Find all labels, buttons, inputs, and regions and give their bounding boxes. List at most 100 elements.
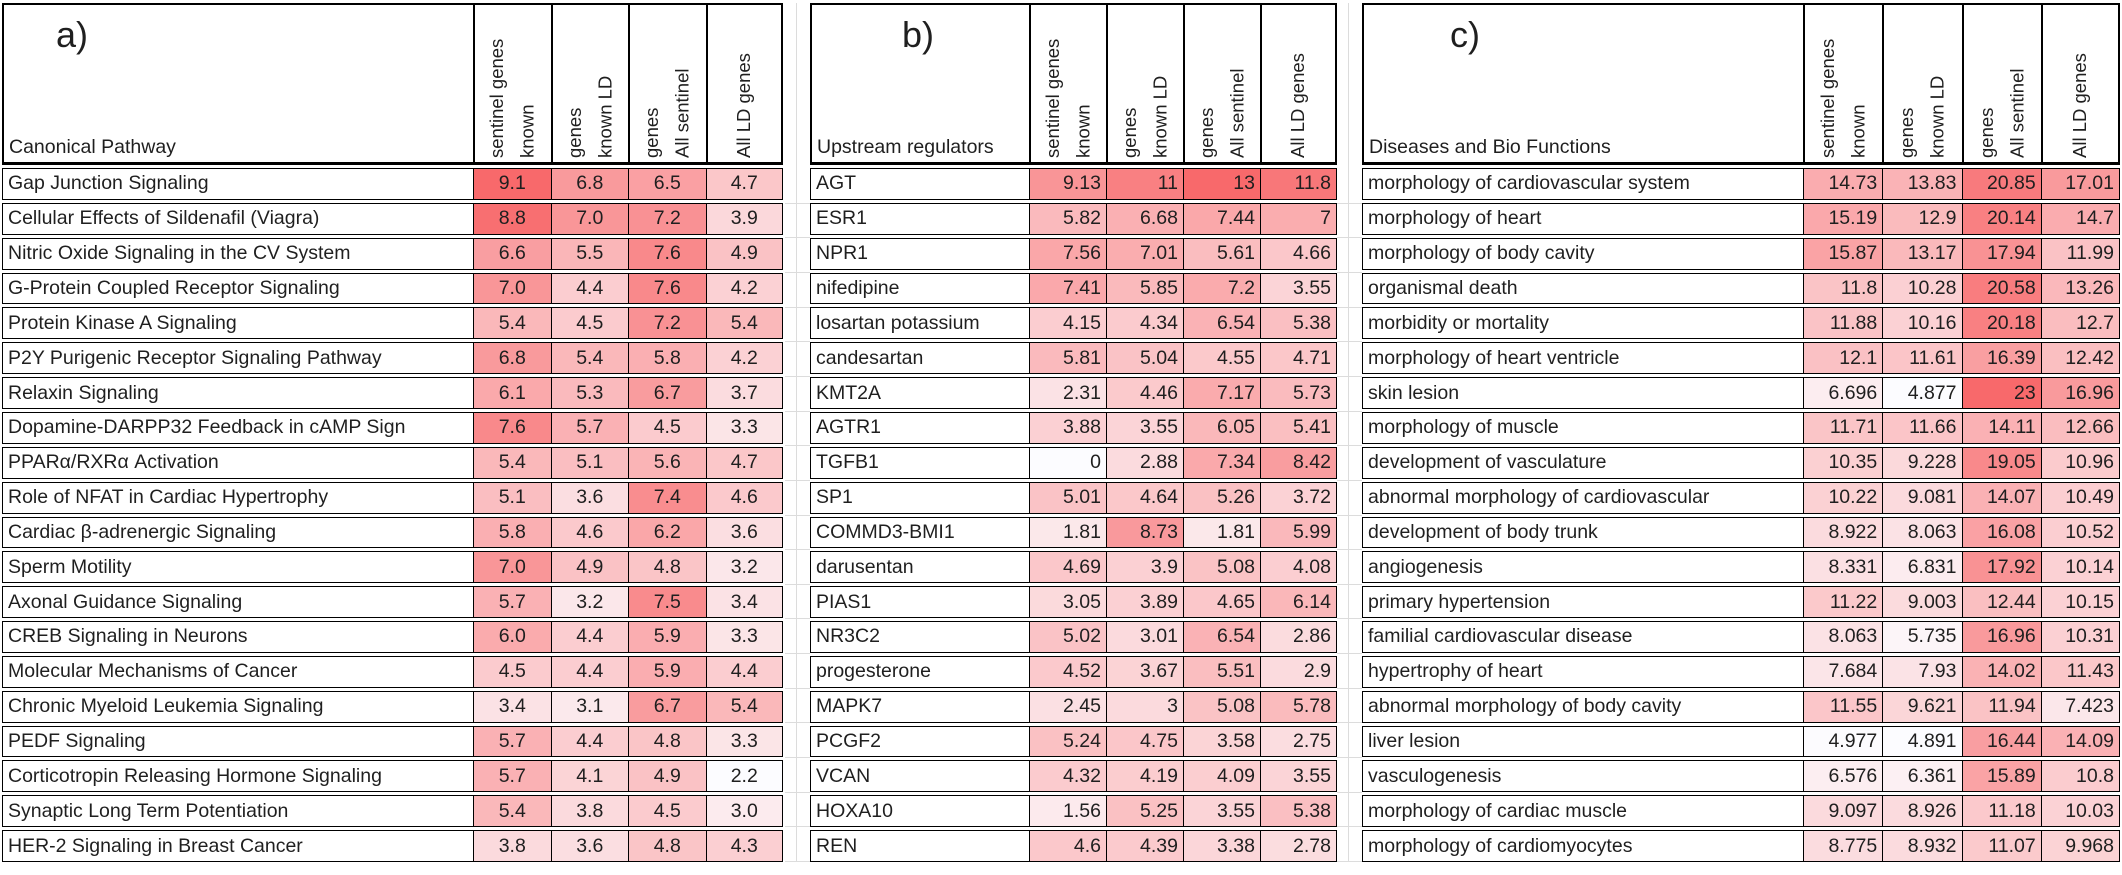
heat-cell: 4.5 xyxy=(473,655,551,688)
heat-cell: 3.55 xyxy=(1260,760,1337,793)
gridline xyxy=(1337,342,1362,377)
row-label: morphology of heart ventricle xyxy=(1362,342,1803,375)
heat-cell: 3.7 xyxy=(705,377,783,409)
gridline xyxy=(785,342,810,377)
gridline xyxy=(785,758,810,793)
heat-cell: 10.15 xyxy=(2040,586,2120,619)
gridline xyxy=(785,308,810,343)
heat-cell: 1.81 xyxy=(1183,516,1260,549)
heat-cell: 6.5 xyxy=(628,168,706,200)
heat-cell: 14.11 xyxy=(1961,411,2041,444)
gridline xyxy=(1337,412,1362,447)
heat-cell: 5.4 xyxy=(705,307,783,340)
heat-cell: 10.96 xyxy=(2040,446,2120,479)
heat-cell: 16.08 xyxy=(1961,516,2041,549)
heat-cell: 6.1 xyxy=(473,377,551,409)
row-label: Synaptic Long Term Potentiation xyxy=(2,795,473,828)
heat-cell: 7.2 xyxy=(628,307,706,340)
heat-cell: 11.07 xyxy=(1961,830,2041,862)
column-header-known-ld-genes: known LD genes xyxy=(1106,3,1183,165)
row-label: CREB Signaling in Neurons xyxy=(2,621,473,653)
heat-cell: 3.88 xyxy=(1029,411,1106,444)
heat-cell: 7.2 xyxy=(628,202,706,235)
heat-cell: 9.081 xyxy=(1882,481,1962,514)
heat-cell: 4.19 xyxy=(1106,760,1183,793)
heat-cell: 13.17 xyxy=(1882,237,1962,270)
row-label: HER-2 Signaling in Breast Cancer xyxy=(2,830,473,862)
heat-cell: 6.8 xyxy=(473,342,551,375)
heat-cell: 17.94 xyxy=(1961,237,2041,270)
panel-c-label: c) xyxy=(1450,14,1480,55)
heat-cell: 3.2 xyxy=(705,551,783,584)
row-label: VCAN xyxy=(810,760,1029,793)
heat-cell: 5.99 xyxy=(1260,516,1337,549)
heat-cell: 6.68 xyxy=(1106,202,1183,235)
heat-cell: 11.66 xyxy=(1882,411,1962,444)
row-label: NPR1 xyxy=(810,237,1029,270)
row-label: organismal death xyxy=(1362,272,1803,305)
heat-cell: 3.4 xyxy=(705,586,783,619)
heat-cell: 12.9 xyxy=(1882,202,1962,235)
heat-cell: 4.32 xyxy=(1029,760,1106,793)
heat-cell: 5.7 xyxy=(473,725,551,758)
heat-cell: 4.5 xyxy=(628,795,706,828)
heat-cell: 2.75 xyxy=(1260,725,1337,758)
gridline xyxy=(785,169,810,204)
row-label: PEDF Signaling xyxy=(2,725,473,758)
row-label: abnormal morphology of cardiovascular xyxy=(1362,481,1803,514)
heat-cell: 9.621 xyxy=(1882,690,1962,723)
heat-cell: 4.39 xyxy=(1106,830,1183,862)
heat-cell: 11.99 xyxy=(2040,237,2120,270)
row-label: TGFB1 xyxy=(810,446,1029,479)
row-label: morphology of muscle xyxy=(1362,411,1803,444)
heat-cell: 9.097 xyxy=(1803,795,1883,828)
heat-cell: 5.7 xyxy=(550,411,628,444)
row-label: morphology of body cavity xyxy=(1362,237,1803,270)
heat-cell: 11.8 xyxy=(1260,168,1337,200)
heat-cell: 6.7 xyxy=(628,690,706,723)
heat-cell: 4.6 xyxy=(705,481,783,514)
heat-cell: 3.0 xyxy=(705,795,783,828)
heat-cell: 5.1 xyxy=(550,446,628,479)
panel-c-row-header: Diseases and Bio Functions xyxy=(1369,136,1611,158)
heat-cell: 4.69 xyxy=(1029,551,1106,584)
heat-cell: 4.4 xyxy=(550,725,628,758)
heat-cell: 15.19 xyxy=(1803,202,1883,235)
row-label: skin lesion xyxy=(1362,377,1803,409)
sheet-gutter xyxy=(1337,3,1362,862)
heat-cell: 3.9 xyxy=(705,202,783,235)
heat-cell: 5.41 xyxy=(1260,411,1337,444)
heat-cell: 13.83 xyxy=(1882,168,1962,200)
heat-cell: 5.4 xyxy=(473,307,551,340)
column-header-all-sentinel-genes: All sentinel genes xyxy=(1183,3,1260,165)
gridline xyxy=(785,619,810,655)
heat-cell: 3.01 xyxy=(1106,621,1183,653)
heat-cell: 4.5 xyxy=(550,307,628,340)
heat-cell: 5.8 xyxy=(628,342,706,375)
gridline xyxy=(785,585,810,620)
heat-cell: 7.41 xyxy=(1029,272,1106,305)
heat-cell: 4.1 xyxy=(550,760,628,793)
heat-cell: 3.05 xyxy=(1029,586,1106,619)
heat-cell: 11 xyxy=(1106,168,1183,200)
row-label: morphology of cardiomyocytes xyxy=(1362,830,1803,862)
row-label: development of vasculature xyxy=(1362,446,1803,479)
heat-cell: 9.968 xyxy=(2040,830,2120,862)
row-label: candesartan xyxy=(810,342,1029,375)
gridline xyxy=(1337,758,1362,793)
heat-cell: 4.15 xyxy=(1029,307,1106,340)
heat-cell: 6.54 xyxy=(1183,621,1260,653)
heat-cell: 15.89 xyxy=(1961,760,2041,793)
heat-cell: 8.926 xyxy=(1882,795,1962,828)
heat-cell: 1.81 xyxy=(1029,516,1106,549)
heat-cell: 16.96 xyxy=(1961,621,2041,653)
gridline xyxy=(1337,619,1362,655)
row-label: Cardiac β-adrenergic Signaling xyxy=(2,516,473,549)
heat-cell: 5.4 xyxy=(705,690,783,723)
heat-cell: 11.71 xyxy=(1803,411,1883,444)
heat-cell: 23 xyxy=(1961,377,2041,409)
heat-cell: 4.46 xyxy=(1106,377,1183,409)
gridline xyxy=(1337,723,1362,759)
heat-cell: 5.82 xyxy=(1029,202,1106,235)
heat-cell: 6.696 xyxy=(1803,377,1883,409)
